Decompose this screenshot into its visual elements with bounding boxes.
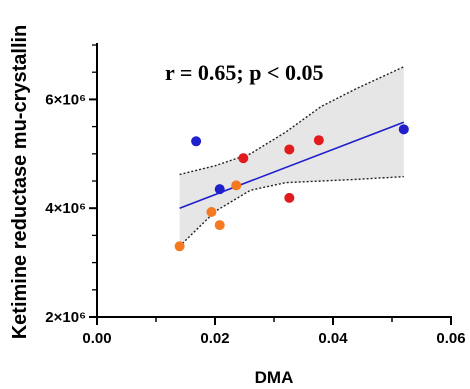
data-point xyxy=(313,135,324,146)
data-point xyxy=(174,241,185,252)
data-point xyxy=(238,153,249,164)
x-tick-label: 0.02 xyxy=(200,330,229,347)
data-point xyxy=(191,136,202,147)
data-point xyxy=(284,144,295,155)
y-axis-label: Ketimine reductase mu-crystallin xyxy=(9,25,31,340)
data-point xyxy=(214,220,225,231)
data-point xyxy=(206,207,217,218)
regression-line-layer xyxy=(179,121,405,209)
correlation-annotation: r = 0.65; p < 0.05 xyxy=(165,60,324,85)
confidence-band-upper xyxy=(179,66,405,176)
confidence-band-layer xyxy=(179,66,405,247)
x-tick-label: 0.04 xyxy=(318,330,348,347)
axes-layer: 0.00 0.02 0.04 0.06 2×10⁶ 4×10⁶ 6×10⁶ xyxy=(45,43,466,347)
y-tick-label: 6×10⁶ xyxy=(45,91,86,108)
confidence-band-area xyxy=(179,66,404,247)
x-tick-label: 0.06 xyxy=(436,330,465,347)
y-tick-label: 4×10⁶ xyxy=(45,200,86,217)
data-point xyxy=(231,180,242,191)
data-point xyxy=(284,192,295,203)
x-tick-label: 0.00 xyxy=(82,330,111,347)
regression-line xyxy=(179,121,405,209)
data-points-layer xyxy=(174,124,409,252)
data-point xyxy=(398,124,409,135)
y-tick-label: 2×10⁶ xyxy=(45,309,86,326)
data-point xyxy=(214,184,225,195)
x-axis-label: DMA xyxy=(255,368,294,387)
